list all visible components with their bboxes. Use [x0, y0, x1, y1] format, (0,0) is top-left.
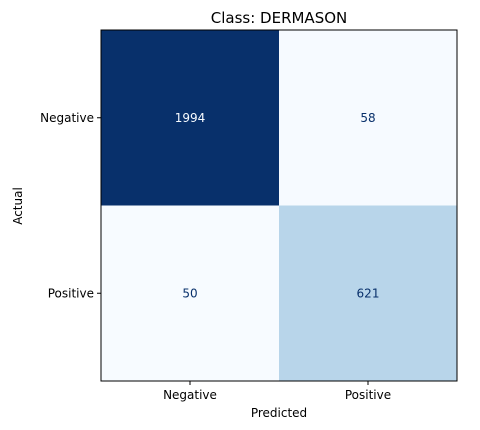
- y-tick-label: Positive: [48, 286, 94, 300]
- x-tick-label: Negative: [163, 388, 217, 402]
- heatmap-cell: [101, 205, 279, 381]
- chart-title: Class: DERMASON: [211, 9, 348, 27]
- y-axis-label: Actual: [11, 187, 25, 225]
- heatmap-cells: 1994 58 50 621: [101, 30, 457, 381]
- plot-frame: [100, 29, 458, 382]
- heatmap-cell: [279, 205, 457, 381]
- axis-ticks: Negative Positive Negative Positive: [40, 111, 391, 402]
- heatmap-cell: [101, 30, 279, 206]
- cell-value-label: 1994: [175, 111, 206, 125]
- heatmap-cell: [279, 30, 457, 206]
- cell-value-label: 58: [360, 111, 375, 125]
- cell-value-label: 50: [182, 286, 197, 300]
- x-tick-label: Positive: [345, 388, 391, 402]
- y-tick-label: Negative: [40, 111, 94, 125]
- x-axis-label: Predicted: [251, 406, 307, 420]
- cell-value-label: 621: [357, 286, 380, 300]
